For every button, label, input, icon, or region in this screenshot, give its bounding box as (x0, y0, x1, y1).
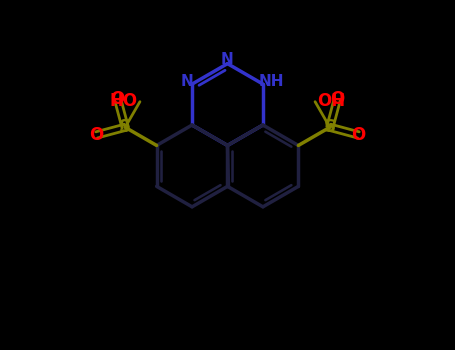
Text: N: N (221, 52, 234, 68)
Text: HO: HO (110, 92, 138, 110)
Text: O: O (330, 90, 344, 108)
Text: S: S (324, 118, 336, 136)
Text: NH: NH (258, 74, 284, 89)
Text: O: O (111, 90, 125, 108)
Text: OH: OH (317, 92, 345, 110)
Text: N: N (180, 74, 193, 89)
Text: O: O (351, 126, 365, 144)
Text: O: O (90, 126, 104, 144)
Text: S: S (119, 118, 131, 136)
